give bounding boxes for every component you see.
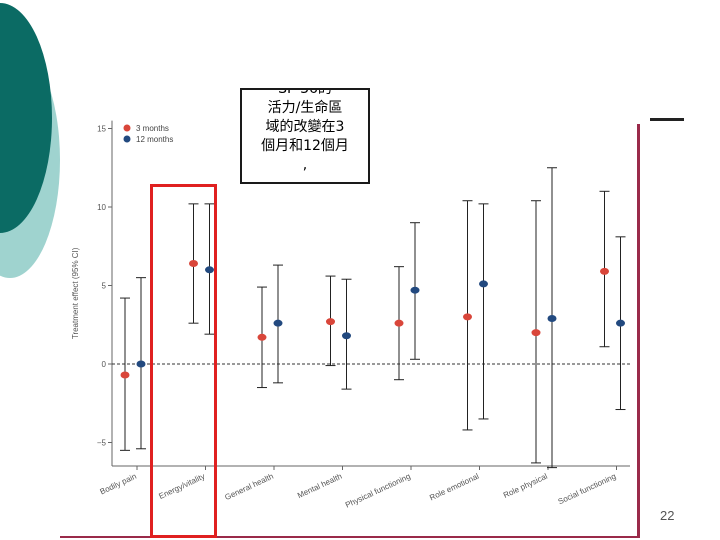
data-point [547,314,557,322]
data-point [189,260,198,268]
legend-label: 3 months [136,124,169,133]
data-point [273,319,283,327]
page-number: 22 [660,508,675,523]
legend-marker [123,124,131,132]
y-tick-label: 0 [102,360,107,369]
data-point [120,371,130,379]
data-point [479,280,488,288]
y-axis-label: Treatment effect (95% CI) [71,247,80,339]
dark-teal-circle-shape [0,3,52,233]
y-tick-label: 5 [102,282,107,291]
highlight-box-energy-vitality [150,184,217,538]
legend-label: 12 months [136,135,173,144]
data-point [342,332,351,340]
data-point [136,360,146,368]
callout-box: SF-36的 活力/生命區 域的改變在3 個月和12個月 , [240,88,370,184]
frame-right-border [637,124,640,538]
data-point [600,267,609,275]
y-tick-label: 15 [97,125,106,134]
frame-bottom-border [60,536,640,538]
legend-marker [123,135,131,143]
data-point [394,319,404,327]
data-point [616,319,625,327]
y-tick-label: 10 [97,203,106,212]
data-point [463,313,472,321]
callout-text: SF-36的 活力/生命區 域的改變在3 個月和12個月 , [261,88,349,173]
data-point [205,266,214,274]
data-point [257,333,267,341]
y-tick-label: −5 [97,439,107,448]
data-point [531,329,541,337]
accent-line [650,118,684,121]
data-point [410,286,420,294]
data-point [326,318,335,326]
